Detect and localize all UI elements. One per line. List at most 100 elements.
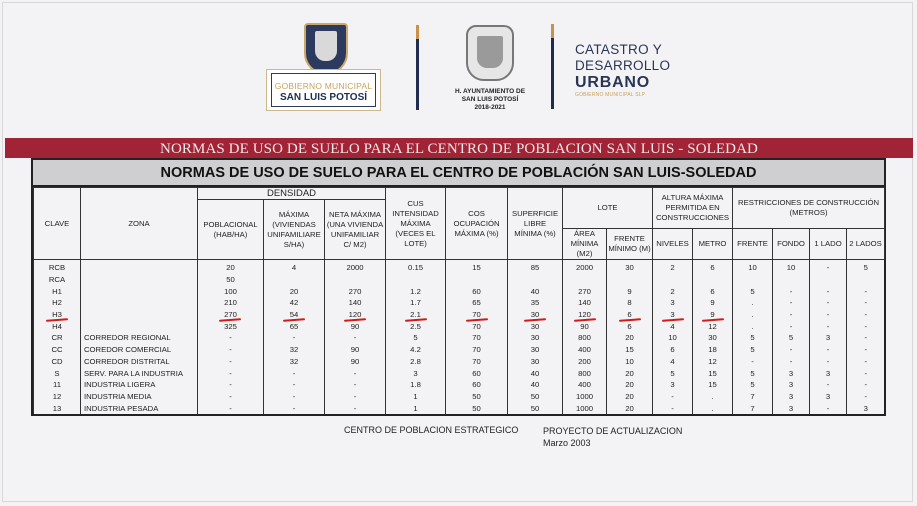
table-cell: 2.5: [385, 320, 446, 333]
table-cell: 3: [846, 402, 885, 414]
table-row: H4 325 65 90 2.5 70 30 90 6 4 12. - - -: [33, 320, 885, 333]
cell-clave: H3: [33, 308, 81, 321]
cell-text: 4: [670, 321, 675, 331]
table-cell: 20: [606, 378, 653, 391]
cell-text: 5: [750, 286, 755, 296]
table-cell: [263, 273, 325, 286]
table-cell: 10: [732, 259, 773, 274]
cell-text: 6: [627, 321, 632, 331]
table-cell: 6: [606, 308, 653, 321]
cell-text: 65: [472, 298, 481, 308]
table-cell: 3: [809, 367, 847, 379]
cell-text: 270: [348, 286, 362, 296]
table-cell: 3: [772, 367, 810, 379]
cell-text: 3: [825, 391, 831, 401]
table-cell: -: [809, 355, 847, 368]
table-cell: .: [732, 320, 773, 333]
table-cell: 32: [263, 343, 325, 356]
table-cell: 20: [263, 285, 325, 298]
cell-text: 32: [289, 345, 299, 355]
table-cell: 90: [323, 355, 386, 368]
cell-text: 6: [670, 345, 675, 355]
cell-text: 30: [530, 345, 540, 355]
cell-text: -: [826, 321, 830, 331]
cell-text: 200: [578, 356, 591, 366]
header-2-lados: 2 LADOS: [846, 228, 886, 260]
cell-text: 10: [625, 356, 634, 366]
cell-text: 140: [348, 298, 362, 308]
cell-text: 12: [708, 356, 717, 366]
table-cell: 400: [562, 378, 607, 391]
table-cell: 65: [445, 297, 508, 309]
cell-text: 35: [530, 298, 540, 308]
cell-text: -: [292, 403, 296, 413]
table-cell: 2000: [323, 259, 386, 274]
cell-text: 5: [413, 333, 418, 343]
cell-text: 1000: [575, 391, 594, 401]
table-cell: 2: [652, 259, 693, 274]
table-cell: 20: [197, 259, 264, 274]
cell-text: 5: [750, 380, 755, 390]
cell-text: 70: [472, 333, 481, 343]
table-cell: -: [772, 355, 810, 368]
cell-text: .: [711, 391, 714, 401]
header-maxima: MÁXIMA (VIVIENDAS UNIFAMILIARE S/HA): [263, 199, 325, 260]
cell-text: 2000: [346, 263, 364, 273]
table-cell: 5: [732, 332, 773, 344]
table-cell: 2: [652, 285, 693, 298]
table-cell: 7: [732, 390, 773, 403]
table-cell: 10: [606, 355, 653, 368]
cell-text: -: [671, 403, 674, 413]
table-cell: 90: [323, 343, 386, 356]
table-cell: -: [846, 320, 885, 333]
table-cell: .: [732, 308, 773, 321]
table-cell: -: [772, 343, 810, 356]
table-cell: 85: [507, 259, 563, 274]
table-cell: [562, 273, 607, 286]
table-row: RCA 50: [33, 273, 885, 286]
table-cell: 270: [197, 308, 264, 321]
table-cell: 30: [507, 332, 563, 344]
table-row: 13 INDUSTRIA PESADA - - - 1 50 50 1000 20 -. 7 3 - 3: [33, 402, 885, 414]
cell-clave: S: [33, 367, 81, 379]
table-cell: 70: [445, 320, 508, 333]
header-superficie: SUPERFICIE LIBRE MÍNIMA (%): [507, 187, 564, 260]
cell-text: 15: [472, 263, 481, 273]
table-row: H1 100 20 270 1.2 60 40 270 9 2 6 5 - - -: [33, 285, 885, 298]
table-cell: -: [323, 332, 386, 344]
cell-text: 5: [863, 263, 868, 273]
table-cell: 15: [692, 378, 733, 391]
table-cell: 270: [323, 285, 386, 298]
cell-text: -: [826, 345, 830, 355]
table-cell: -: [846, 285, 885, 298]
table-cell: 4: [263, 259, 325, 274]
table-cell: 1000: [562, 402, 607, 414]
cell-text: 30: [708, 333, 717, 343]
cell-clave: H4: [33, 320, 81, 333]
header-1-lado: 1 LADO: [809, 228, 848, 260]
footer-left: CENTRO DE POBLACION ESTRATEGICO: [344, 425, 519, 435]
table-cell: -: [809, 320, 847, 333]
cell-text: -: [229, 391, 232, 401]
cell-text: 3: [788, 403, 794, 413]
cell-text: 325: [224, 321, 237, 331]
cell-text: 5: [750, 333, 755, 343]
table-cell: 140: [323, 297, 386, 309]
cell-text: 3: [863, 403, 868, 413]
cell-text: 20: [289, 286, 299, 296]
cell-text: -: [864, 380, 868, 390]
cell-text: .: [751, 298, 754, 308]
cell-text: -: [789, 356, 793, 366]
table-cell: -: [732, 355, 773, 368]
cell-zona: [80, 285, 198, 298]
cell-text: 12: [708, 321, 717, 331]
cell-text: 7: [750, 391, 755, 401]
cell-zona: [80, 273, 198, 286]
cell-text: 90: [350, 356, 360, 366]
cell-text: 2000: [575, 263, 594, 273]
catastro-line: CATASTRO Y: [575, 42, 663, 57]
table-cell: 120: [323, 308, 386, 321]
table-cell: 20: [606, 390, 653, 403]
cell-text: 3: [413, 368, 418, 378]
